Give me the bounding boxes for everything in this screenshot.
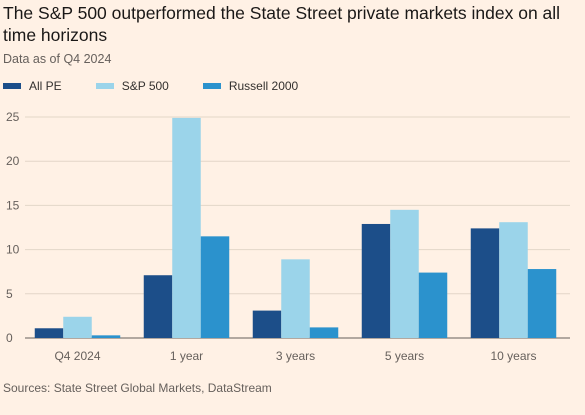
x-tick-label: 10 years xyxy=(490,349,536,363)
x-tick-label: 5 years xyxy=(385,349,424,363)
bar xyxy=(91,335,121,338)
legend-swatch-all-pe xyxy=(3,83,21,89)
bar xyxy=(63,316,92,338)
y-tick-label: 0 xyxy=(6,331,13,345)
source-note: Sources: State Street Global Markets, Da… xyxy=(3,381,272,395)
bar xyxy=(200,236,230,338)
chart-legend: All PE S&P 500 Russell 2000 xyxy=(3,79,332,93)
y-tick-label: 10 xyxy=(6,243,20,257)
bar xyxy=(470,228,500,338)
y-tick-label: 5 xyxy=(6,287,13,301)
legend-item-all-pe: All PE xyxy=(3,79,62,93)
legend-swatch-sp500 xyxy=(95,83,114,89)
chart-subtitle: Data as of Q4 2024 xyxy=(3,52,112,66)
bar xyxy=(252,310,282,338)
legend-label-sp500: S&P 500 xyxy=(121,79,169,93)
x-tick-label: 1 year xyxy=(170,349,203,363)
bar xyxy=(34,328,64,338)
legend-swatch-russell-2000 xyxy=(202,83,221,89)
bar xyxy=(527,269,557,338)
y-tick-label: 15 xyxy=(6,198,20,212)
bar xyxy=(390,209,419,338)
bar xyxy=(418,272,448,338)
y-tick-label: 20 xyxy=(6,154,20,168)
legend-label-russell-2000: Russell 2000 xyxy=(228,79,299,93)
bar xyxy=(281,259,310,338)
x-tick-label: Q4 2024 xyxy=(54,349,100,363)
bar xyxy=(499,222,528,338)
legend-item-sp500: S&P 500 xyxy=(95,79,169,93)
y-tick-label: 25 xyxy=(6,110,20,124)
x-tick-label: 3 years xyxy=(276,349,315,363)
bar xyxy=(361,223,391,338)
legend-item-russell-2000: Russell 2000 xyxy=(202,79,299,93)
chart-title: The S&P 500 outperformed the State Stree… xyxy=(3,3,561,45)
legend-label-all-pe: All PE xyxy=(29,79,62,93)
bar xyxy=(172,117,201,338)
bar xyxy=(143,275,173,338)
bar xyxy=(309,327,339,338)
